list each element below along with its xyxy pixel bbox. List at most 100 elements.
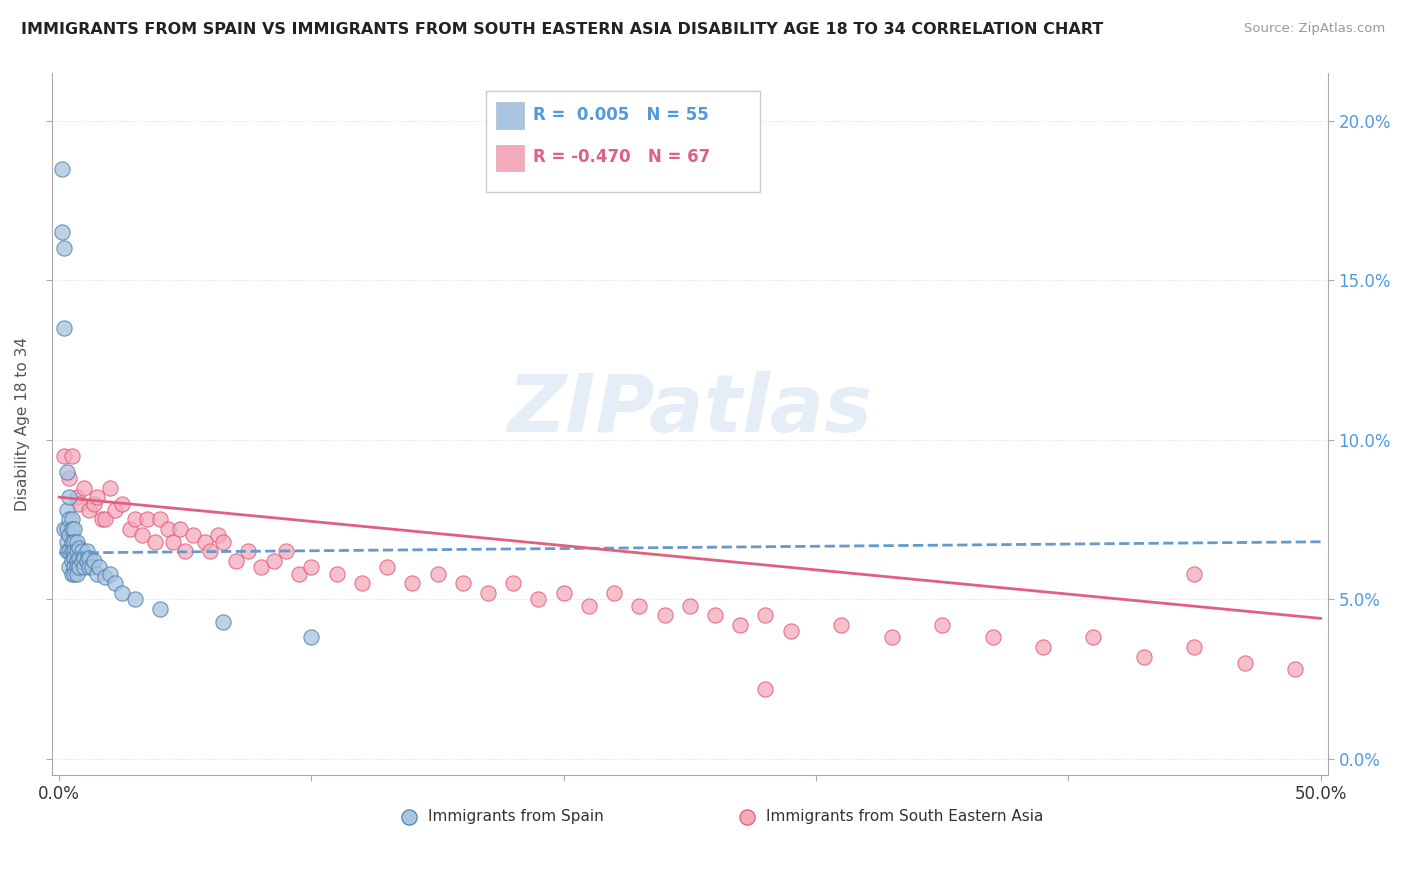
Point [502,576,524,591]
Point [704,608,727,623]
Point [477,586,499,600]
Text: Immigrants from Spain: Immigrants from Spain [427,809,603,824]
Point [66,566,89,581]
Point [93,570,115,584]
Point [578,599,600,613]
Point [111,586,134,600]
Point [104,576,127,591]
Point [830,617,852,632]
Point [73,481,96,495]
Point [401,576,423,591]
Point [60,512,83,526]
Point [86,490,108,504]
Point [1133,649,1156,664]
Point [375,560,398,574]
Point [58,490,80,504]
FancyBboxPatch shape [485,90,761,193]
Point [58,471,80,485]
Point [60,566,83,581]
Point [426,566,449,581]
Point [194,534,217,549]
Point [603,586,626,600]
Point [53,241,76,255]
Point [66,534,89,549]
Point [1032,640,1054,654]
Point [55,465,77,479]
Point [981,631,1004,645]
Text: Immigrants from South Eastern Asia: Immigrants from South Eastern Asia [766,809,1043,824]
Point [880,631,903,645]
Point [58,512,80,526]
Point [73,560,96,574]
Point [63,534,86,549]
Point [104,503,127,517]
Point [53,321,76,335]
Point [225,554,247,568]
Point [181,528,204,542]
Point [754,608,776,623]
Point [83,497,105,511]
Point [162,534,184,549]
Point [60,522,83,536]
Point [299,560,322,574]
Point [79,560,101,574]
Point [118,522,141,536]
Point [679,599,702,613]
Point [63,566,86,581]
Point [1083,631,1105,645]
Point [136,512,159,526]
Point [55,544,77,558]
Point [66,560,89,574]
Point [451,576,474,591]
Point [60,544,83,558]
Point [66,554,89,568]
Point [174,544,197,558]
Point [67,560,90,574]
Point [754,681,776,696]
Point [67,497,90,511]
Point [276,544,298,558]
Point [63,544,86,558]
Point [67,550,90,565]
Point [91,512,114,526]
Point [263,554,285,568]
Point [53,522,76,536]
Point [86,566,108,581]
Point [53,449,76,463]
Point [60,449,83,463]
Point [51,226,73,240]
Point [63,522,86,536]
Point [111,497,134,511]
Point [98,481,121,495]
Bar [496,103,524,129]
Point [287,566,309,581]
Text: R = -0.470   N = 67: R = -0.470 N = 67 [533,148,710,166]
Point [63,550,86,565]
Point [58,544,80,558]
Point [60,534,83,549]
Point [325,566,347,581]
Point [238,544,260,558]
Y-axis label: Disability Age 18 to 34: Disability Age 18 to 34 [15,337,30,511]
Point [66,544,89,558]
Point [124,512,146,526]
Point [553,586,575,600]
Point [73,550,96,565]
Point [89,560,111,574]
Bar [496,145,524,171]
Point [169,522,191,536]
Text: R =  0.005   N = 55: R = 0.005 N = 55 [533,106,709,124]
Point [55,534,77,549]
Point [156,522,179,536]
Point [654,608,676,623]
Point [200,544,222,558]
Point [299,631,322,645]
Point [131,528,153,542]
Point [212,534,235,549]
Point [70,544,93,558]
Point [66,490,89,504]
Point [80,560,103,574]
Point [527,592,550,607]
Point [149,512,172,526]
Point [212,615,235,629]
